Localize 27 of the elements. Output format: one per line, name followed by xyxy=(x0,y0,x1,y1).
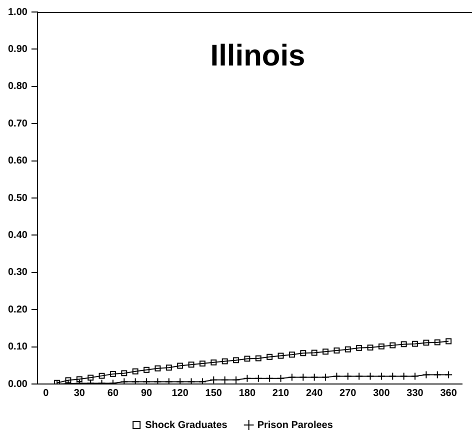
y-tick-label: 0.30 xyxy=(8,267,28,278)
x-tick-label: 360 xyxy=(440,388,458,399)
legend-label: Shock Graduates xyxy=(145,420,228,431)
y-tick-label: 0.90 xyxy=(8,44,28,55)
x-tick-label: 180 xyxy=(238,388,256,399)
y-tick-label: 1.00 xyxy=(8,6,28,18)
x-tick-label: 330 xyxy=(406,388,424,399)
x-tick-label: 270 xyxy=(340,388,357,399)
y-tick-label: 0.60 xyxy=(8,156,28,167)
x-tick-label: 0 xyxy=(43,388,50,399)
x-tick-label: 240 xyxy=(306,388,324,399)
x-tick-label: 300 xyxy=(373,388,390,399)
y-tick-label: 0.40 xyxy=(8,230,28,241)
x-tick-label: 120 xyxy=(172,388,189,399)
x-tick-label: 30 xyxy=(74,388,86,399)
x-tick-label: 60 xyxy=(107,388,119,399)
y-tick-label: 0.10 xyxy=(8,342,28,353)
y-tick-label: 0.00 xyxy=(8,378,28,390)
y-tick-label: 0.80 xyxy=(8,81,28,92)
y-tick-label: 0.50 xyxy=(8,192,28,204)
x-tick-label: 210 xyxy=(272,388,290,399)
y-tick-label: 0.70 xyxy=(8,118,28,130)
x-tick-label: 150 xyxy=(205,388,222,399)
text: Illinois xyxy=(210,39,306,72)
y-tick-label: 0.20 xyxy=(8,304,28,316)
legend-label: Prison Parolees xyxy=(257,420,334,431)
x-tick-label: 90 xyxy=(140,388,153,399)
